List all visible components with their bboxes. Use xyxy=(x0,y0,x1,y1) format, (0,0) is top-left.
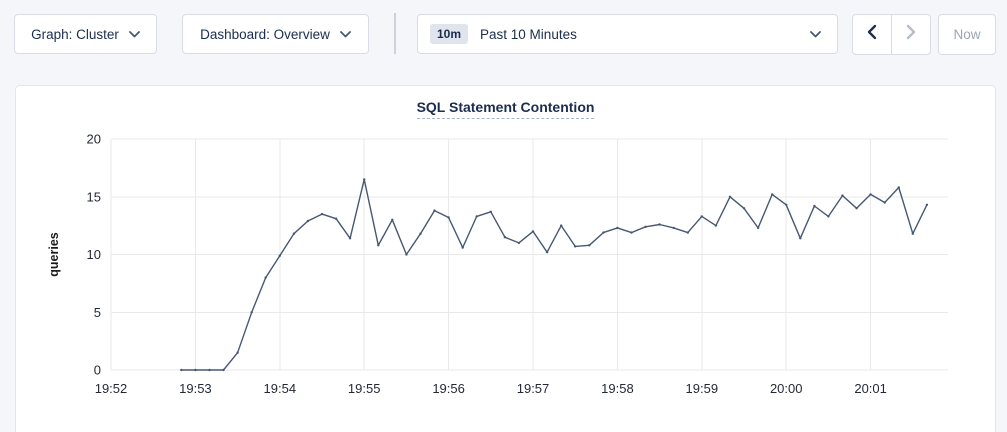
chart-title[interactable]: SQL Statement Contention xyxy=(416,99,595,119)
data-point-dot xyxy=(799,237,802,240)
data-point-dot xyxy=(292,232,296,235)
time-range-badge: 10m xyxy=(430,24,469,44)
data-point-dot xyxy=(208,368,211,372)
data-point-dot xyxy=(756,226,760,230)
data-point-dot xyxy=(827,215,830,218)
graph-dropdown[interactable]: Graph: Cluster xyxy=(14,14,157,54)
now-button[interactable]: Now xyxy=(938,14,996,55)
x-tick-label: 19:52 xyxy=(95,381,128,396)
time-range-selector[interactable]: 10m Past 10 Minutes xyxy=(417,14,838,54)
data-point-dot xyxy=(672,226,675,230)
chevron-right-icon xyxy=(906,24,916,45)
time-range-label: Past 10 Minutes xyxy=(480,26,577,42)
data-point-dot xyxy=(897,186,900,189)
toolbar-divider xyxy=(394,13,396,54)
data-point-dot xyxy=(503,236,507,239)
x-tick-label: 19:56 xyxy=(432,381,465,396)
y-tick-label: 10 xyxy=(87,247,101,262)
x-tick-label: 20:00 xyxy=(770,381,803,396)
y-tick-label: 15 xyxy=(87,189,101,204)
step-back-button[interactable] xyxy=(853,15,891,54)
now-button-label: Now xyxy=(953,27,981,42)
data-point-dot xyxy=(658,223,661,226)
data-point-dot xyxy=(334,217,338,220)
data-point-dot xyxy=(475,215,478,218)
data-point-dot xyxy=(405,253,408,256)
data-point-dot xyxy=(588,244,591,247)
x-tick-label: 19:55 xyxy=(348,381,381,396)
data-point-dot xyxy=(489,210,492,213)
data-point-dot xyxy=(925,203,929,206)
chevron-down-icon xyxy=(810,25,821,43)
contention-series-line xyxy=(180,178,928,371)
data-point-dot xyxy=(278,254,281,257)
x-tick-label: 19:57 xyxy=(517,381,550,396)
dashboard-dropdown[interactable]: Dashboard: Overview xyxy=(182,14,369,54)
graph-dropdown-label: Graph: Cluster xyxy=(31,26,119,42)
data-point-dot xyxy=(320,212,324,216)
data-point-dot xyxy=(841,194,844,197)
x-tick-label: 19:59 xyxy=(686,381,719,396)
toolbar: Graph: Cluster Dashboard: Overview 10m P… xyxy=(0,0,1007,75)
data-point-dot xyxy=(447,216,450,219)
data-point-dot xyxy=(306,219,310,223)
data-point-dot xyxy=(250,311,253,314)
data-point-dot xyxy=(728,195,732,198)
y-axis-label: queries xyxy=(47,232,61,277)
data-point-dot xyxy=(461,246,464,249)
data-point-dot xyxy=(686,231,689,234)
data-point-dot xyxy=(433,209,436,212)
data-point-dot xyxy=(602,231,605,234)
data-point-dot xyxy=(180,368,183,372)
data-point-dot xyxy=(545,251,549,254)
data-point-dot xyxy=(419,232,422,235)
chart-title-row: SQL Statement Contention xyxy=(16,99,995,123)
data-point-dot xyxy=(517,241,521,245)
x-tick-label: 19:53 xyxy=(179,381,212,396)
data-point-dot xyxy=(785,203,788,206)
data-point-dot xyxy=(377,244,380,247)
data-point-dot xyxy=(194,368,197,372)
chevron-down-icon xyxy=(128,30,140,38)
data-point-dot xyxy=(714,224,718,227)
chart-card: SQL Statement Contention 0 5 10 15 20 19:52 19… xyxy=(15,85,996,432)
data-point-dot xyxy=(264,276,267,279)
data-point-dot xyxy=(630,231,633,234)
data-point-dot xyxy=(911,232,914,235)
chevron-down-icon xyxy=(340,30,351,38)
data-point-dot xyxy=(574,245,577,248)
y-tick-label: 20 xyxy=(87,132,101,147)
x-tick-label: 20:01 xyxy=(854,381,887,396)
y-tick-label: 0 xyxy=(94,363,101,378)
chevron-left-icon xyxy=(867,24,877,45)
data-point-dot xyxy=(700,215,703,218)
sql-contention-chart[interactable]: 0 5 10 15 20 19:52 19:53 19:54 19:55 19:56 19:57 19… xyxy=(16,86,997,432)
data-point-dot xyxy=(771,193,774,196)
data-point-dot xyxy=(855,207,858,210)
y-tick-label: 5 xyxy=(94,305,101,320)
data-point-dot xyxy=(644,225,647,228)
data-point-dot xyxy=(883,201,886,204)
data-point-dot xyxy=(560,224,563,227)
data-point-dot xyxy=(391,218,394,221)
data-point-dot xyxy=(222,368,225,372)
x-tick-label: 19:58 xyxy=(601,381,634,396)
data-point-dot xyxy=(616,226,619,230)
data-point-dot xyxy=(531,230,535,233)
step-forward-button[interactable] xyxy=(891,15,930,54)
data-point-dot xyxy=(236,351,239,354)
data-point-dot xyxy=(813,204,816,208)
x-tick-label: 19:54 xyxy=(264,381,297,396)
data-point-dot xyxy=(363,178,366,181)
dashboard-dropdown-label: Dashboard: Overview xyxy=(200,26,330,42)
data-point-dot xyxy=(742,207,746,210)
data-point-dot xyxy=(869,193,872,196)
data-point-dot xyxy=(348,237,352,240)
time-step-group xyxy=(852,14,931,55)
